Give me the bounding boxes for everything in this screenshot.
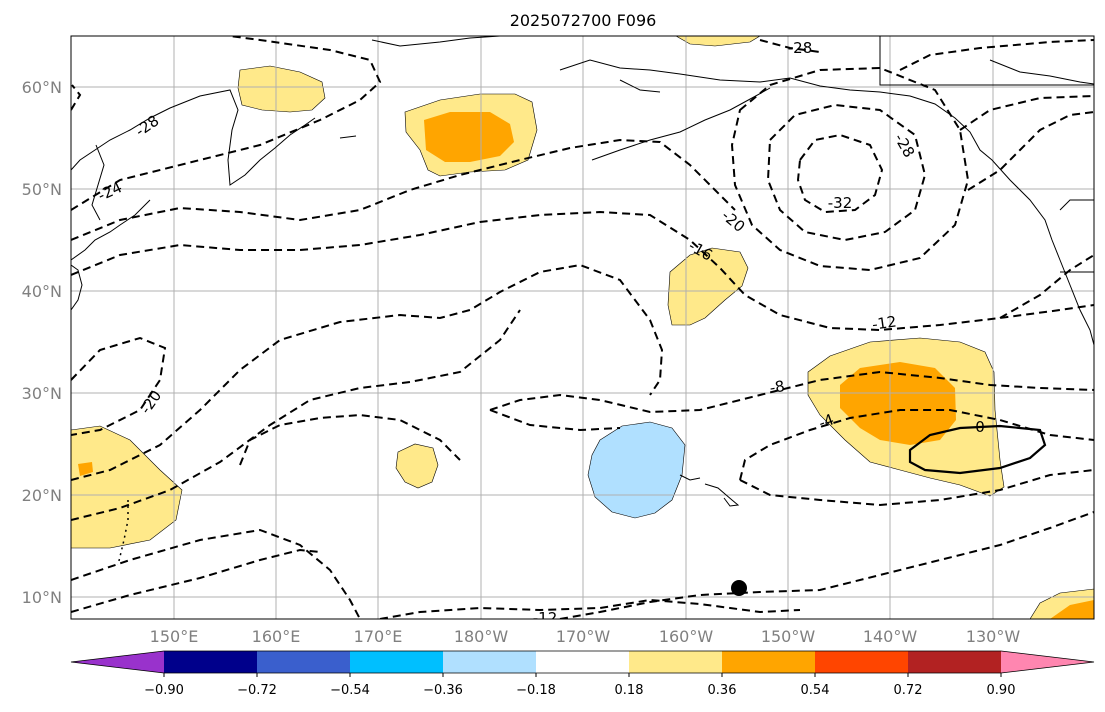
location-marker [731, 580, 747, 596]
lon-label-140w: 140°W [863, 627, 918, 646]
colorbar-segment [629, 651, 723, 673]
colorbar [70, 650, 1095, 677]
dotted-outline [117, 500, 129, 566]
contour-label-m20-a: -20 [718, 206, 748, 236]
lat-label-10n: 10°N [22, 588, 62, 607]
lat-label-40n: 40°N [22, 282, 62, 301]
colorbar-segment [257, 651, 351, 673]
colorbar-tick-label: −0.36 [423, 683, 463, 698]
lat-label-20n: 20°N [22, 486, 62, 505]
colorbar-segment [908, 651, 1002, 673]
contour-label-m8: -8 [768, 377, 786, 397]
colorbar-segment [722, 651, 816, 673]
contours-dashed [71, 36, 1094, 619]
map-area: -32 -28 -28 -28 -24 -20 -20 -16 -12 -12 … [71, 36, 1094, 627]
lon-label-150e: 150°E [150, 627, 199, 646]
latitude-labels: 60°N 50°N 40°N 30°N 20°N 10°N [22, 78, 62, 607]
lon-label-170e: 170°E [354, 627, 403, 646]
colorbar-tick-label: −0.54 [330, 683, 370, 698]
colorbar-segment [350, 651, 444, 673]
longitude-labels: 150°E 160°E 170°E 180°W 170°W 160°W 150°… [150, 627, 1021, 646]
positive-anomaly-orange [78, 112, 1094, 619]
contour-label-m12-a: -12 [871, 312, 898, 333]
lon-label-150w: 150°W [761, 627, 816, 646]
contour-label-m28-b: -28 [890, 130, 918, 160]
contour-label-m28-c: -28 [132, 112, 162, 141]
lon-label-180w: 180°W [454, 627, 509, 646]
colorbar-tick-label: 0.90 [987, 683, 1016, 698]
colorbar-tick-label: 0.36 [708, 683, 737, 698]
colorbar-segment [164, 651, 258, 673]
lat-label-30n: 30°N [22, 384, 62, 403]
coastlines [71, 36, 1094, 507]
colorbar-tick-label: −0.90 [144, 683, 184, 698]
contour-labels: -32 -28 -28 -28 -24 -20 -20 -16 -12 -12 … [95, 39, 985, 627]
lon-label-160w: 160°W [659, 627, 714, 646]
contour-label-m20-b: -20 [137, 387, 166, 417]
map-title: 2025072700 F096 [510, 11, 657, 30]
colorbar-segment [815, 651, 909, 673]
gridlines [71, 36, 1094, 619]
lat-label-60n: 60°N [22, 78, 62, 97]
lon-label-170w: 170°W [556, 627, 611, 646]
map-frame [70, 35, 1095, 620]
colorbar-segment [443, 651, 537, 673]
colorbar-tick-labels: −0.90 −0.72 −0.54 −0.36 −0.18 0.18 0.36 0.54 0.7… [144, 683, 1015, 698]
contour-label-m24: -24 [95, 178, 125, 205]
contour-label-m12-b: -12 [533, 609, 558, 627]
colorbar-tick-label: 0.18 [615, 683, 644, 698]
colorbar-tick-label: 0.54 [801, 683, 830, 698]
contour-zero [908, 424, 1047, 475]
lon-label-160e: 160°E [252, 627, 301, 646]
colorbar-segment [536, 651, 630, 673]
colorbar-tick-label: 0.72 [894, 683, 923, 698]
contour-label-m4: -4 [816, 410, 836, 432]
contour-label-m32: -32 [828, 194, 853, 212]
negative-anomaly-lightblue [587, 421, 686, 519]
contour-label-0: 0 [975, 418, 985, 436]
colorbar-segment [1001, 651, 1094, 673]
colorbar-tick-label: −0.18 [516, 683, 556, 698]
colorbar-tick-label: −0.72 [237, 683, 277, 698]
colorbar-segment [71, 651, 164, 673]
lat-label-50n: 50°N [22, 180, 62, 199]
contour-label-m28-a: -28 [788, 39, 813, 57]
lon-label-130w: 130°W [966, 627, 1021, 646]
